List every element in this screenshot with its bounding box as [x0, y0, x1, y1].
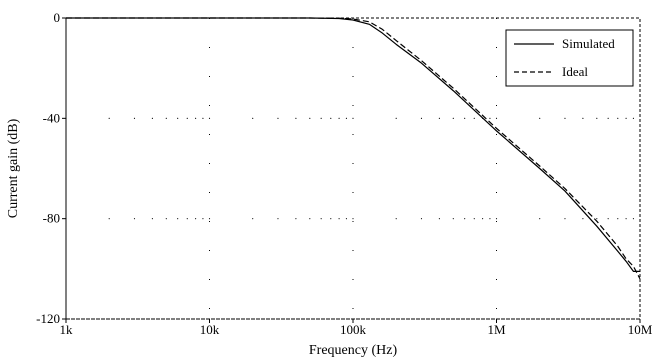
legend-label-simulated: Simulated: [562, 36, 615, 51]
y-tick-label: -80: [43, 211, 60, 226]
x-tick-label: 1k: [60, 322, 74, 337]
series-line-ideal: [66, 17, 641, 280]
legend: Simulated Ideal: [505, 29, 634, 87]
x-axis-label: Frequency (Hz): [309, 343, 398, 358]
legend-box: [505, 29, 634, 87]
x-tick-label: 1M: [487, 322, 506, 337]
series-layer: [66, 17, 641, 280]
x-tick-label: 10k: [200, 322, 220, 337]
x-tick-label: 100k: [340, 322, 367, 337]
y-tick-label: -120: [36, 311, 60, 326]
tick-layer: 1k 10k 100k 1M 10M 0 -40 -80 -120: [36, 10, 653, 337]
series-line-simulated: [66, 17, 640, 272]
y-tick-label: 0: [54, 10, 61, 25]
legend-label-ideal: Ideal: [562, 64, 588, 79]
y-tick-label: -40: [43, 110, 60, 125]
x-tick-label: 10M: [628, 322, 653, 337]
y-axis-label: Current gain (dB): [6, 118, 21, 218]
